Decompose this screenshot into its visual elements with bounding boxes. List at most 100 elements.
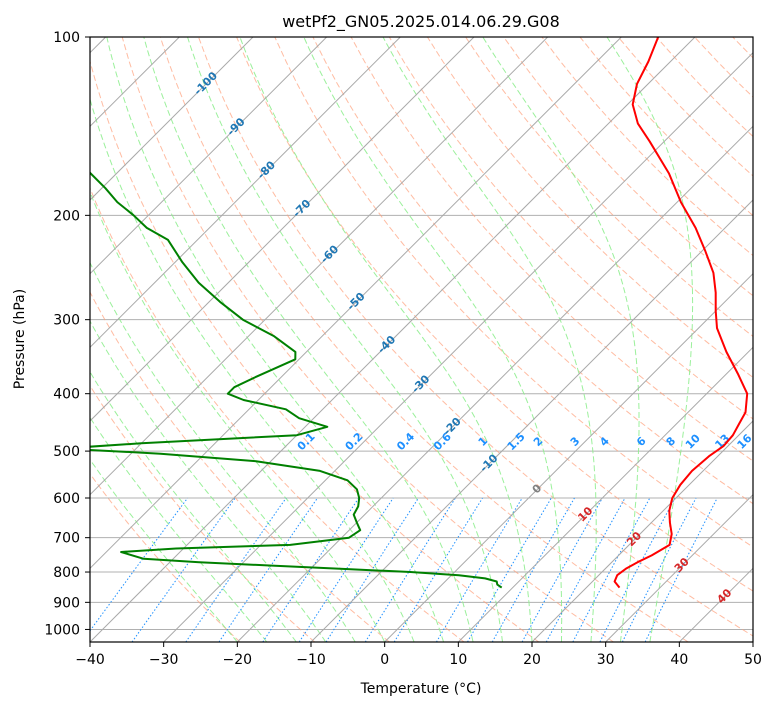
dry-adiabat [90, 186, 465, 642]
isotherm-line [531, 420, 753, 642]
dry-adiabat [388, 37, 753, 420]
dry-adiabat [732, 37, 753, 59]
x-tick-label: −40 [75, 652, 105, 668]
dry-adiabat [694, 37, 753, 98]
moist-adiabat [482, 37, 640, 642]
pressure-gridlines [90, 37, 753, 630]
mixing-ratio-line [435, 497, 523, 642]
dry-adiabat [274, 37, 753, 548]
isopleth-labels: -100-90-80-70-60-50-40-30-20-10010203040… [191, 69, 775, 606]
mixing-ratio-line [298, 497, 394, 642]
x-tick-label: 0 [380, 652, 389, 668]
mixing-ratio-line [262, 497, 360, 642]
mixing-ratio-line [325, 497, 419, 642]
y-tick-label: 500 [53, 444, 80, 460]
mixing-ratio-label: 0.2 [343, 430, 366, 453]
moist-adiabat [606, 37, 694, 642]
mixing-ratio-line [393, 497, 483, 642]
mixing-ratio-label: 10 [683, 431, 703, 451]
y-tick-label: 200 [53, 208, 80, 224]
mixing-ratio-label: 1 [476, 434, 491, 449]
dewpoint-profile-line [90, 171, 503, 589]
y-tick-label: 100 [53, 30, 80, 46]
isotherm-label: 10 [575, 504, 595, 524]
moist-adiabat [90, 370, 297, 642]
moist-adiabat [143, 37, 474, 642]
dry-adiabat [350, 37, 753, 462]
dry-adiabat [159, 37, 689, 642]
isotherm-line [90, 37, 696, 642]
mixing-ratio-line [90, 497, 189, 632]
mixing-ratio-line [621, 497, 697, 642]
y-tick-label: 400 [53, 387, 80, 403]
isotherm-label: -10 [477, 451, 500, 474]
y-tick-label: 300 [53, 313, 80, 329]
isotherm-label: -80 [255, 158, 278, 181]
dry-adiabat [312, 37, 753, 505]
mixing-ratio-label: 8 [664, 434, 679, 449]
isotherm-line [90, 37, 475, 422]
moist-adiabat [106, 37, 445, 642]
dry-adiabat [771, 37, 775, 642]
isotherm-label: -60 [318, 242, 341, 265]
mixing-ratio-label: 13 [712, 432, 732, 452]
isotherm-line [90, 37, 549, 496]
x-tick-label: −30 [149, 652, 179, 668]
moist-adiabat [239, 37, 533, 642]
mixing-ratio-label: 0.4 [394, 430, 417, 453]
mixing-ratio-line [599, 497, 676, 642]
moist-adiabat [187, 37, 503, 642]
isotherm-line [90, 37, 401, 349]
x-tick-label: −10 [296, 652, 326, 668]
x-tick-label: 20 [523, 652, 541, 668]
x-tick-label: 40 [670, 652, 688, 668]
isotherm-label: -90 [224, 115, 247, 138]
mixing-ratio-line [644, 497, 718, 642]
profile-series [90, 37, 749, 589]
x-tick-label: 30 [597, 652, 615, 668]
moist-adiabat [90, 190, 386, 642]
moist-adiabat [90, 261, 356, 642]
x-axis-label: Temperature (°C) [360, 681, 482, 697]
y-tick-label: 800 [53, 565, 80, 581]
dry-adiabat [503, 37, 753, 297]
dry-adiabat [236, 37, 753, 592]
x-tick-label: 10 [449, 652, 467, 668]
dry-adiabat [90, 59, 540, 642]
moist-adiabat [90, 416, 268, 642]
isotherms [90, 37, 753, 642]
y-tick-label: 600 [53, 491, 80, 507]
chart-title: wetPf2_GN05.2025.014.06.29.G08 [282, 12, 560, 32]
isotherm-label: -50 [344, 290, 367, 313]
isotherm-line [163, 51, 753, 642]
temperature-profile-line [613, 37, 749, 589]
mixing-ratio-label: 20 [757, 431, 775, 451]
mixing-ratio-label: 1.5 [505, 430, 528, 453]
mixing-ratio-lines [90, 497, 718, 642]
mixing-ratio-line [545, 497, 626, 642]
isotherm-line [90, 37, 328, 275]
isotherm-line [752, 641, 753, 642]
y-axis-ticks: 100 200 300 400 500 600 700 800 900 1000 [44, 30, 90, 638]
y-tick-label: 700 [53, 531, 80, 547]
dry-adiabat [90, 291, 390, 642]
mixing-ratio-line [467, 497, 552, 642]
moist-adiabat [90, 458, 238, 642]
dry-adiabat [426, 37, 753, 378]
mixing-ratio-line [572, 497, 651, 642]
moist-adiabat [303, 37, 563, 642]
y-tick-label: 1000 [44, 622, 80, 638]
mixing-ratio-label: 6 [634, 434, 649, 449]
mixing-ratio-line [521, 497, 603, 642]
moist-adiabat [382, 37, 597, 642]
mixing-ratio-label: 2 [531, 434, 546, 449]
x-tick-label: −20 [223, 652, 253, 668]
isotherm-line [678, 567, 753, 642]
mixing-ratio-label: 4 [597, 434, 612, 449]
dry-adiabat [90, 472, 241, 642]
y-axis-label: Pressure (hPa) [12, 289, 28, 389]
dry-adiabat [90, 384, 316, 642]
x-axis-ticks: −40 −30 −20 −10 0 10 20 30 40 50 [75, 642, 762, 668]
plot-area: -100-90-80-70-60-50-40-30-20-10010203040… [90, 37, 775, 642]
